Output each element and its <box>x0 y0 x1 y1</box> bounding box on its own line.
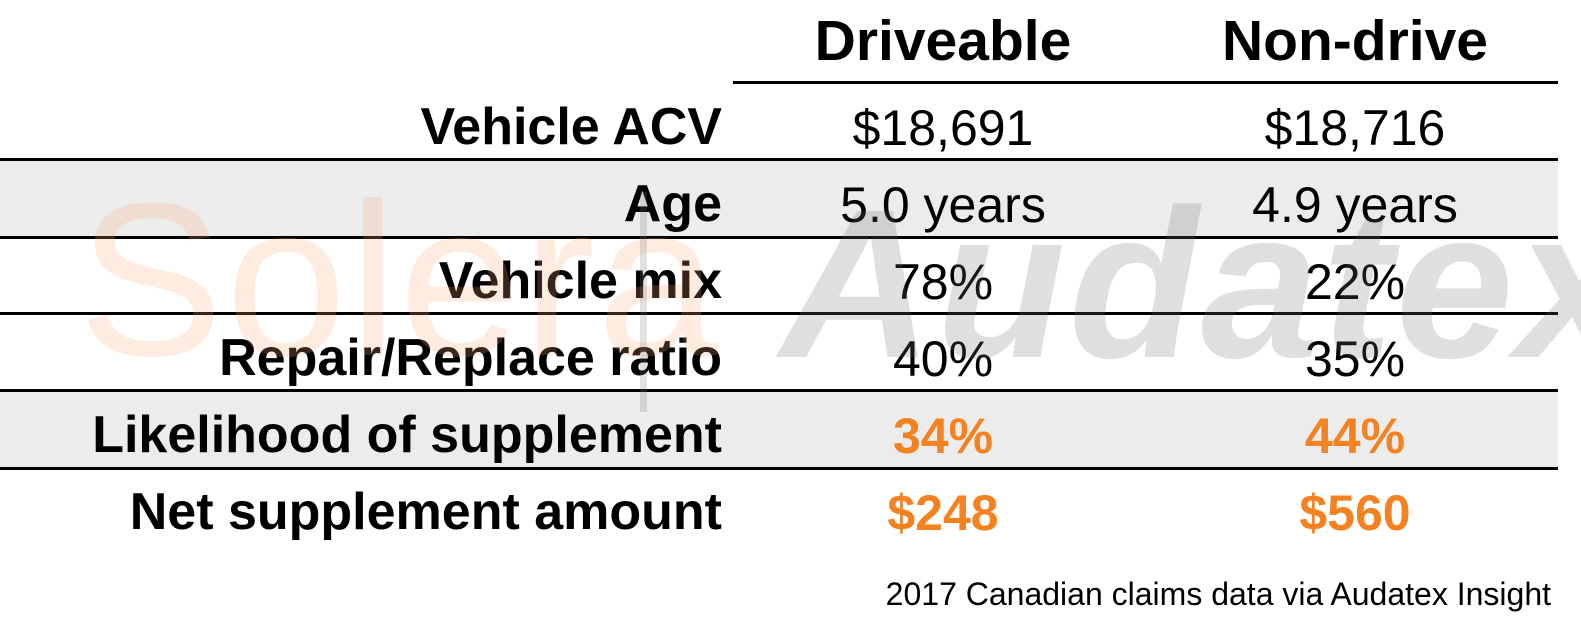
cell-value: 35% <box>1304 331 1406 387</box>
cell-value-highlight: 44% <box>1304 408 1406 464</box>
row-rule <box>0 467 1558 470</box>
row-rule <box>0 236 1558 239</box>
column-header-driveable: Driveable <box>814 9 1072 73</box>
row-band-age <box>0 160 1558 237</box>
row-label: Vehicle ACV <box>420 98 722 156</box>
row-label: Repair/Replace ratio <box>219 329 722 387</box>
cell-value: $18,691 <box>852 100 1034 156</box>
cell-value: $18,716 <box>1264 100 1446 156</box>
row-rule <box>0 312 1558 315</box>
column-header-non-drive: Non-drive <box>1221 9 1489 73</box>
cell-value-highlight: 34% <box>892 408 994 464</box>
cell-value: 5.0 years <box>840 177 1046 233</box>
row-rule <box>0 158 1558 161</box>
row-band-likelihood <box>0 391 1558 468</box>
source-note: 2017 Canadian claims data via Audatex In… <box>885 576 1551 612</box>
cell-value: 22% <box>1304 254 1406 310</box>
cell-value: 40% <box>892 331 994 387</box>
row-label: Vehicle mix <box>438 252 722 310</box>
row-label: Age <box>623 175 722 233</box>
cell-value-highlight: $248 <box>887 485 999 541</box>
row-label: Net supplement amount <box>129 483 722 541</box>
header-rule <box>733 81 1558 84</box>
row-rule <box>0 389 1558 392</box>
row-label: Likelihood of supplement <box>92 406 722 464</box>
cell-value: 78% <box>892 254 994 310</box>
cell-value-highlight: $560 <box>1299 485 1411 541</box>
cell-value: 4.9 years <box>1252 177 1458 233</box>
